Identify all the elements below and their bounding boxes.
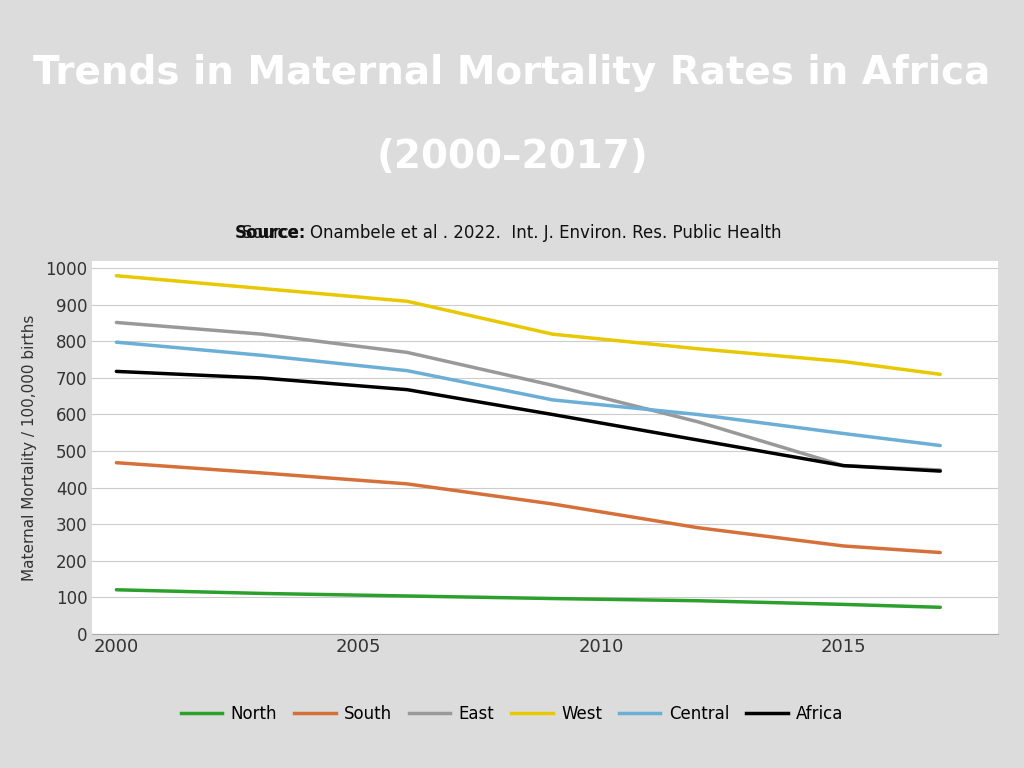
- Text: Source: Onambele et al . 2022.  Int. J. Environ. Res. Public Health: Source: Onambele et al . 2022. Int. J. E…: [243, 224, 781, 243]
- Legend: North, South, East, West, Central, Africa: North, South, East, West, Central, Afric…: [174, 699, 850, 730]
- Text: Trends in Maternal Mortality Rates in Africa: Trends in Maternal Mortality Rates in Af…: [34, 54, 990, 92]
- Text: (2000–2017): (2000–2017): [376, 137, 648, 176]
- Y-axis label: Maternal Mortality / 100,000 births: Maternal Mortality / 100,000 births: [22, 314, 37, 581]
- Text: Source:: Source:: [234, 224, 306, 243]
